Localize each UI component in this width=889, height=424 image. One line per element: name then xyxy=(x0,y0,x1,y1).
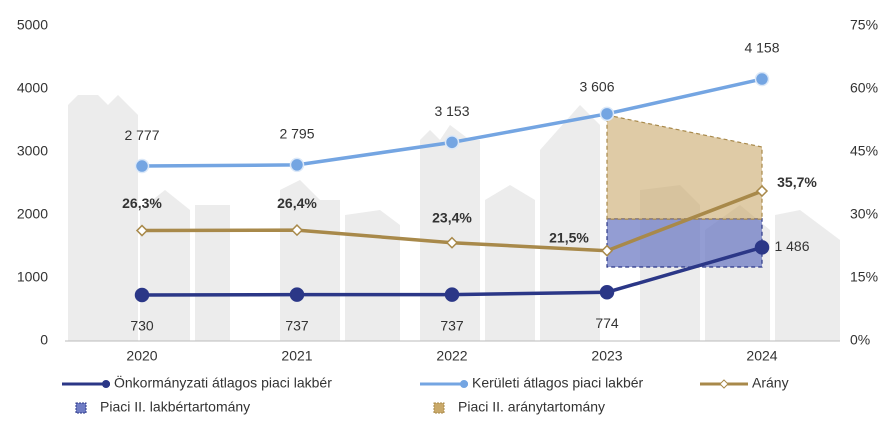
data-label: 26,4% xyxy=(277,195,317,211)
legend-label: Önkormányzati átlagos piaci lakbér xyxy=(114,374,332,391)
y-tick-label: 3000 xyxy=(17,143,48,159)
data-label: 737 xyxy=(285,317,309,333)
marker xyxy=(754,240,770,255)
y2-tick-label: 30% xyxy=(850,206,878,222)
marker xyxy=(445,236,459,249)
y-tick-label: 1000 xyxy=(17,269,48,285)
legend-swatch xyxy=(433,402,445,414)
marker xyxy=(599,106,615,122)
x-tick-label: 2022 xyxy=(436,348,467,364)
data-label: 3 606 xyxy=(579,79,614,95)
data-label: 4 158 xyxy=(744,40,779,56)
marker xyxy=(289,287,305,302)
y-tick-label: 5000 xyxy=(17,17,48,33)
data-label: 26,3% xyxy=(122,195,162,211)
data-label: 21,5% xyxy=(549,229,589,245)
y2-tick-label: 0% xyxy=(850,332,870,348)
x-tick-label: 2021 xyxy=(281,348,312,364)
marker xyxy=(290,224,304,237)
legend-swatch xyxy=(75,402,87,414)
legend-label: Piaci II. aránytartomány xyxy=(458,399,605,415)
legend-marker xyxy=(719,379,729,389)
marker xyxy=(134,287,150,303)
marker xyxy=(444,135,460,150)
marker xyxy=(135,224,149,237)
y2-tick-label: 15% xyxy=(850,269,878,285)
marker xyxy=(755,184,769,198)
y2-tick-label: 45% xyxy=(850,143,878,159)
marker xyxy=(754,71,770,87)
x-tick-label: 2024 xyxy=(746,348,777,364)
data-label: 35,7% xyxy=(777,174,817,190)
marker xyxy=(599,284,615,300)
marker xyxy=(289,157,305,173)
data-label: 774 xyxy=(595,315,619,331)
x-tick-label: 2023 xyxy=(591,348,622,364)
data-label: 1 486 xyxy=(774,238,809,254)
data-label: 23,4% xyxy=(432,209,472,225)
legend-label: Kerületi átlagos piaci lakbér xyxy=(472,375,644,391)
y-tick-label: 0 xyxy=(40,332,48,348)
data-label: 3 153 xyxy=(434,103,469,119)
marker xyxy=(134,158,150,174)
range-area xyxy=(606,114,763,220)
y-tick-label: 2000 xyxy=(17,206,48,222)
legend-marker xyxy=(102,380,110,388)
y2-tick-label: 75% xyxy=(850,17,878,33)
x-tick-label: 2020 xyxy=(126,348,157,364)
data-label: 737 xyxy=(440,317,464,333)
y2-tick-label: 60% xyxy=(850,80,878,96)
marker xyxy=(444,287,460,302)
data-label: 730 xyxy=(130,318,154,334)
data-label: 2 777 xyxy=(124,127,159,143)
legend-label: Arány xyxy=(752,375,789,391)
legend-marker xyxy=(460,380,468,388)
marker xyxy=(600,244,614,257)
data-label: 2 795 xyxy=(279,126,314,142)
y-tick-label: 4000 xyxy=(17,80,48,96)
legend-label: Piaci II. lakbértartomány xyxy=(100,399,250,415)
